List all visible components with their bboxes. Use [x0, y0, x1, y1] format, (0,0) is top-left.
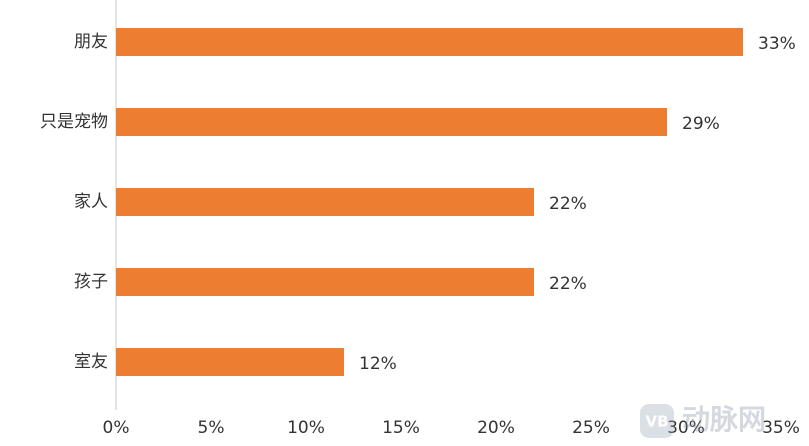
x-tick-label: 35%: [762, 418, 800, 438]
bar: [116, 268, 534, 296]
y-tick-label: 朋友: [74, 32, 108, 52]
y-tick-label: 孩子: [74, 272, 108, 292]
x-tick-label: 15%: [382, 418, 420, 438]
value-label: 22%: [549, 194, 587, 214]
y-tick-label: 家人: [74, 192, 108, 212]
value-label: 29%: [682, 114, 720, 134]
x-tick-label: 10%: [287, 418, 325, 438]
value-label: 33%: [758, 34, 796, 54]
watermark: VB 动脉网: [640, 403, 766, 438]
x-tick-label: 25%: [572, 418, 610, 438]
bar: [116, 348, 344, 376]
watermark-logo: VB: [645, 413, 668, 431]
bar: [116, 28, 743, 56]
value-label: 22%: [549, 274, 587, 294]
x-tick-label: 0%: [103, 418, 130, 438]
watermark-text: 动脉网: [682, 403, 766, 436]
x-tick-label: 30%: [667, 418, 705, 438]
bar: [116, 108, 667, 136]
value-label: 12%: [359, 354, 397, 374]
y-tick-label: 只是宠物: [40, 112, 108, 132]
watermark-logo-box: [640, 404, 674, 438]
y-tick-label: 室友: [74, 352, 108, 372]
bar: [116, 188, 534, 216]
x-tick-label: 20%: [477, 418, 515, 438]
x-tick-label: 5%: [198, 418, 225, 438]
